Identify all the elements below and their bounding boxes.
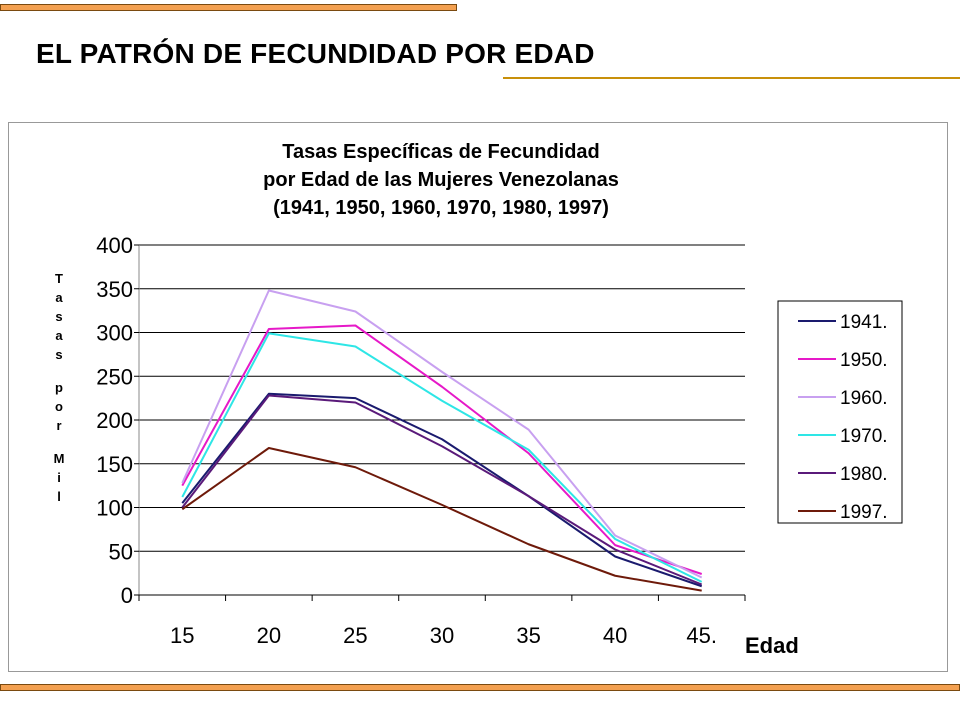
x-tick-label: 40	[603, 623, 627, 648]
y-tick-label: 200	[96, 408, 133, 433]
y-axis-label-char: a	[55, 328, 63, 343]
legend: 1941. 1950. 1960. 1970. 1980. 1997.	[777, 300, 903, 524]
series-line-1950	[181, 324, 703, 575]
y-axis-label-char: T	[55, 271, 63, 286]
y-axis-label-char: p	[55, 380, 63, 395]
y-tick-label: 150	[96, 452, 133, 477]
series-lines	[181, 289, 703, 592]
series-line-1960	[181, 289, 703, 579]
y-axis-label-char: i	[57, 470, 61, 485]
legend-entry: 1960.	[840, 388, 888, 409]
y-tick-label: 0	[121, 583, 133, 608]
chart-title-line: Tasas Específicas de Fecundidad	[282, 141, 600, 163]
y-tick-labels: 0 50 100 150 200 250 300 350 400	[96, 233, 133, 608]
y-axis-label-char: a	[55, 290, 63, 305]
page-title: EL PATRÓN DE FECUNDIDAD POR EDAD	[36, 38, 595, 69]
y-tick-label: 350	[96, 277, 133, 302]
y-axis-label-char: o	[55, 399, 63, 414]
y-tick-label: 50	[109, 539, 133, 564]
series-line-1970	[181, 332, 703, 583]
axes	[134, 244, 746, 601]
y-axis-label-char: s	[55, 309, 62, 324]
series-line-1997	[181, 447, 702, 592]
y-tick-label: 400	[96, 233, 133, 258]
series-line-1941	[181, 392, 703, 588]
y-axis-label-char: s	[55, 347, 62, 362]
x-tick-label: 35	[516, 623, 540, 648]
y-tick-label: 300	[96, 321, 133, 346]
y-tick-label: 100	[96, 496, 133, 521]
x-tick-label: 20	[257, 623, 281, 648]
x-axis-label: Edad	[745, 633, 799, 658]
x-tick-label: 45.	[686, 623, 717, 648]
bottom-accent-bar	[0, 684, 960, 691]
chart-frame: Tasas Específicas de Fecundidad por Edad …	[8, 122, 948, 672]
title-underline	[503, 77, 960, 79]
legend-entry: 1997.	[840, 502, 888, 523]
x-tick-labels: 15 20 25 30 35 40 45.	[170, 623, 717, 648]
y-axis-label-char: l	[57, 489, 61, 504]
x-tick-label: 15	[170, 623, 194, 648]
legend-entry: 1980.	[840, 464, 888, 485]
legend-entry: 1941.	[840, 312, 888, 333]
chart-title-line: (1941, 1950, 1960, 1970, 1980, 1997)	[273, 197, 609, 219]
x-tick-label: 30	[430, 623, 454, 648]
x-tick-label: 25	[343, 623, 367, 648]
legend-entry: 1970.	[840, 426, 888, 447]
y-axis-label-char: r	[56, 418, 61, 433]
y-tick-label: 250	[96, 364, 133, 389]
chart-title-line: por Edad de las Mujeres Venezolanas	[263, 169, 619, 191]
y-axis-label-char: M	[54, 451, 65, 466]
grid-lines	[139, 244, 745, 552]
fertility-line-chart: Tasas Específicas de Fecundidad por Edad …	[54, 141, 903, 658]
legend-box	[777, 300, 903, 524]
legend-entry: 1950.	[840, 350, 888, 371]
series-line-1980	[181, 394, 703, 586]
top-accent-bar	[0, 4, 457, 11]
chart-title-group: Tasas Específicas de Fecundidad por Edad …	[263, 141, 619, 219]
